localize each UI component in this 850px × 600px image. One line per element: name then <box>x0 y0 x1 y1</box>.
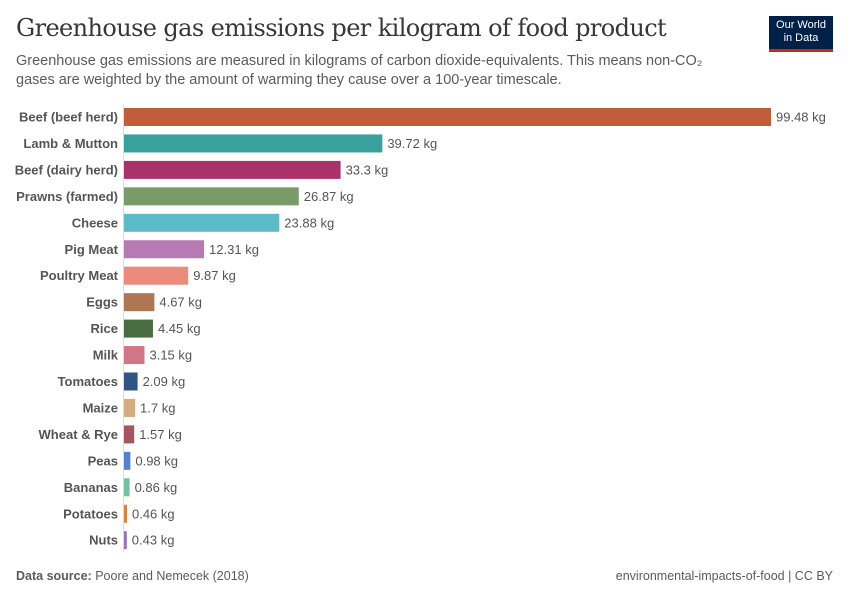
bar[interactable] <box>124 346 145 365</box>
bar[interactable] <box>124 160 341 179</box>
chart-title: Greenhouse gas emissions per kilogram of… <box>16 14 667 42</box>
footer-license[interactable]: environmental-impacts-of-food | CC BY <box>615 569 833 583</box>
value-label: 12.31 kg <box>209 242 259 257</box>
category-label: Wheat & Rye <box>39 427 118 442</box>
value-label: 2.09 kg <box>143 374 186 389</box>
bar[interactable] <box>124 319 153 338</box>
value-label: 0.46 kg <box>132 506 175 521</box>
bar[interactable] <box>124 451 131 470</box>
value-label: 23.88 kg <box>284 215 334 230</box>
value-label: 3.15 kg <box>149 348 192 363</box>
bar[interactable] <box>124 504 127 523</box>
value-label: 0.98 kg <box>135 453 178 468</box>
category-label: Potatoes <box>63 506 118 521</box>
category-label: Cheese <box>72 215 118 230</box>
bar[interactable] <box>124 266 189 285</box>
category-label: Rice <box>91 321 118 336</box>
bar[interactable] <box>124 372 138 391</box>
source-text[interactable]: Poore and Nemecek (2018) <box>95 569 249 583</box>
value-label: 1.7 kg <box>140 400 175 415</box>
category-label: Milk <box>93 348 119 363</box>
category-label: Prawns (farmed) <box>16 189 118 204</box>
value-label: 0.86 kg <box>135 480 178 495</box>
bar[interactable] <box>124 108 771 126</box>
category-label: Eggs <box>86 295 118 310</box>
bar[interactable] <box>124 531 127 550</box>
category-label: Lamb & Mutton <box>23 136 118 151</box>
source-label: Data source: <box>16 569 92 583</box>
value-label: 0.43 kg <box>132 533 175 548</box>
category-label: Poultry Meat <box>40 268 119 283</box>
value-label: 1.57 kg <box>139 427 182 442</box>
bar[interactable] <box>124 293 155 312</box>
value-label: 4.67 kg <box>159 295 202 310</box>
bar[interactable] <box>124 425 135 444</box>
bar[interactable] <box>124 134 383 153</box>
data-source: Data source: Poore and Nemecek (2018) <box>16 569 249 583</box>
bar[interactable] <box>124 187 299 206</box>
category-label: Maize <box>83 400 118 415</box>
chart-subtitle: Greenhouse gas emissions are measured in… <box>16 53 703 88</box>
value-label: 26.87 kg <box>304 189 354 204</box>
category-label: Beef (dairy herd) <box>15 162 118 177</box>
category-label: Pig Meat <box>65 242 119 257</box>
bar[interactable] <box>124 398 136 417</box>
logo-line-1: Our World <box>776 19 826 31</box>
bar[interactable] <box>124 478 130 497</box>
category-label: Bananas <box>64 480 118 495</box>
category-label: Beef (beef herd) <box>19 110 118 125</box>
bar[interactable] <box>124 240 205 259</box>
category-label: Nuts <box>89 533 118 548</box>
value-label: 9.87 kg <box>193 268 236 283</box>
bar[interactable] <box>124 213 280 232</box>
value-label: 4.45 kg <box>158 321 201 336</box>
value-label: 99.48 kg <box>776 110 826 125</box>
bar-chart: Beef (beef herd) 99.48 kg Lamb & Mutton 39.… <box>15 105 826 553</box>
category-label: Peas <box>88 453 118 468</box>
logo-line-2: in Data <box>783 32 819 44</box>
value-label: 39.72 kg <box>387 136 437 151</box>
value-label: 33.3 kg <box>346 162 389 177</box>
owid-logo[interactable]: Our World in Data <box>769 16 833 52</box>
category-label: Tomatoes <box>58 374 118 389</box>
